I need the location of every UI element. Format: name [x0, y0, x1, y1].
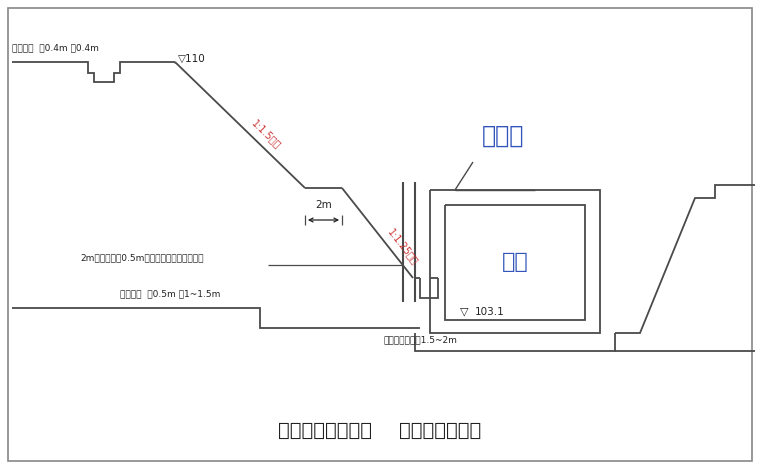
Text: 1:1.5坡坡: 1:1.5坡坡 — [250, 118, 283, 151]
Text: 1:1.25坡坡: 1:1.25坡坡 — [385, 227, 420, 266]
Text: ▽: ▽ — [460, 306, 468, 316]
Text: 脚手架搭设宽度1.5~2m: 脚手架搭设宽度1.5~2m — [383, 335, 457, 344]
Text: ▽110: ▽110 — [178, 54, 206, 64]
Text: 2m: 2m — [315, 200, 332, 210]
Text: 引水渠: 引水渠 — [482, 124, 524, 148]
Text: 基坑: 基坑 — [502, 252, 528, 272]
Text: 103.1: 103.1 — [475, 307, 505, 317]
Text: 排水明沟  深0.4m 宽0.4m: 排水明沟 深0.4m 宽0.4m — [12, 43, 99, 52]
Text: 排水明沟  深0.5m 宽1~1.5m: 排水明沟 深0.5m 宽1~1.5m — [120, 289, 220, 298]
Text: 2m松木桩间距0.5m插入坡脚上用竹篾篓围档: 2m松木桩间距0.5m插入坡脚上用竹篾篓围档 — [80, 253, 204, 262]
Text: 需要时增加松木桩    边坡加固示意图: 需要时增加松木桩 边坡加固示意图 — [278, 421, 482, 440]
